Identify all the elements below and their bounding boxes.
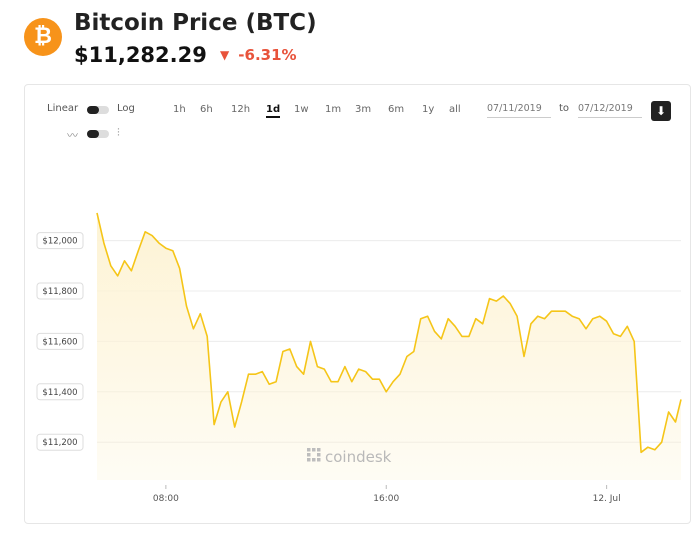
range-6m[interactable]: 6m: [388, 104, 405, 115]
bitcoin-logo-icon: ₿: [24, 18, 62, 56]
range-all[interactable]: all: [449, 104, 461, 115]
price-chart: $11,200 $11,400 $11,600 $11,800 $12,000 08:00…: [36, 212, 682, 504]
page-title: Bitcoin Price (BTC): [74, 10, 317, 36]
down-triangle-icon: ▼: [219, 48, 230, 62]
chart-style-toggle[interactable]: [87, 130, 109, 138]
candlestick-icon[interactable]: ⫶: [117, 126, 120, 139]
range-1y[interactable]: 1y: [422, 104, 435, 115]
y-tick-label: $11,200: [36, 433, 84, 451]
coin-symbol: (BTC): [245, 10, 317, 36]
svg-text:$11,600: $11,600: [42, 337, 77, 347]
current-price: $11,282.29: [74, 43, 207, 67]
scale-linear-label[interactable]: Linear: [47, 103, 79, 114]
x-tick-label: 16:00: [373, 494, 399, 504]
range-1w[interactable]: 1w: [294, 104, 309, 115]
range-6h[interactable]: 6h: [200, 104, 213, 115]
y-tick-label: $11,800: [36, 282, 84, 300]
coin-name: Bitcoin Price: [74, 10, 238, 36]
y-tick-label: $12,000: [36, 232, 84, 250]
coindesk-watermark: coindesk: [307, 448, 392, 466]
svg-text:$11,400: $11,400: [42, 388, 77, 398]
price-area: [97, 212, 681, 480]
range-1h[interactable]: 1h: [173, 104, 186, 115]
y-tick-label: $11,400: [36, 383, 84, 401]
svg-text:$11,200: $11,200: [42, 438, 77, 448]
range-1m[interactable]: 1m: [325, 104, 342, 115]
svg-text:$11,800: $11,800: [42, 287, 77, 297]
x-tick-label: 12. Jul: [593, 494, 621, 504]
price-header: ₿ Bitcoin Price (BTC) $11,282.29 ▼ -6.31…: [24, 10, 684, 80]
range-1d[interactable]: 1d: [266, 104, 281, 118]
svg-text:coindesk: coindesk: [325, 448, 392, 466]
price-change: -6.31%: [238, 46, 297, 64]
download-button[interactable]: ⬇: [651, 101, 671, 121]
x-tick-label: 08:00: [153, 494, 179, 504]
price-line: [96, 212, 682, 454]
line-chart-icon[interactable]: 〰: [67, 129, 78, 142]
to-label: to: [559, 103, 570, 114]
range-3m[interactable]: 3m: [355, 104, 372, 115]
y-tick-label: $11,600: [36, 332, 84, 350]
scale-toggle[interactable]: [87, 106, 109, 114]
download-icon: ⬇: [655, 104, 667, 118]
chart-card: $11,200 $11,400 $11,600 $11,800 $12,000 08:00…: [24, 84, 691, 524]
to-date-input[interactable]: [578, 100, 642, 118]
scale-log-label[interactable]: Log: [117, 103, 135, 114]
from-date-input[interactable]: [487, 100, 551, 118]
range-12h[interactable]: 12h: [231, 104, 251, 115]
svg-text:$12,000: $12,000: [42, 237, 77, 247]
price-row: $11,282.29 ▼ -6.31%: [74, 43, 297, 67]
